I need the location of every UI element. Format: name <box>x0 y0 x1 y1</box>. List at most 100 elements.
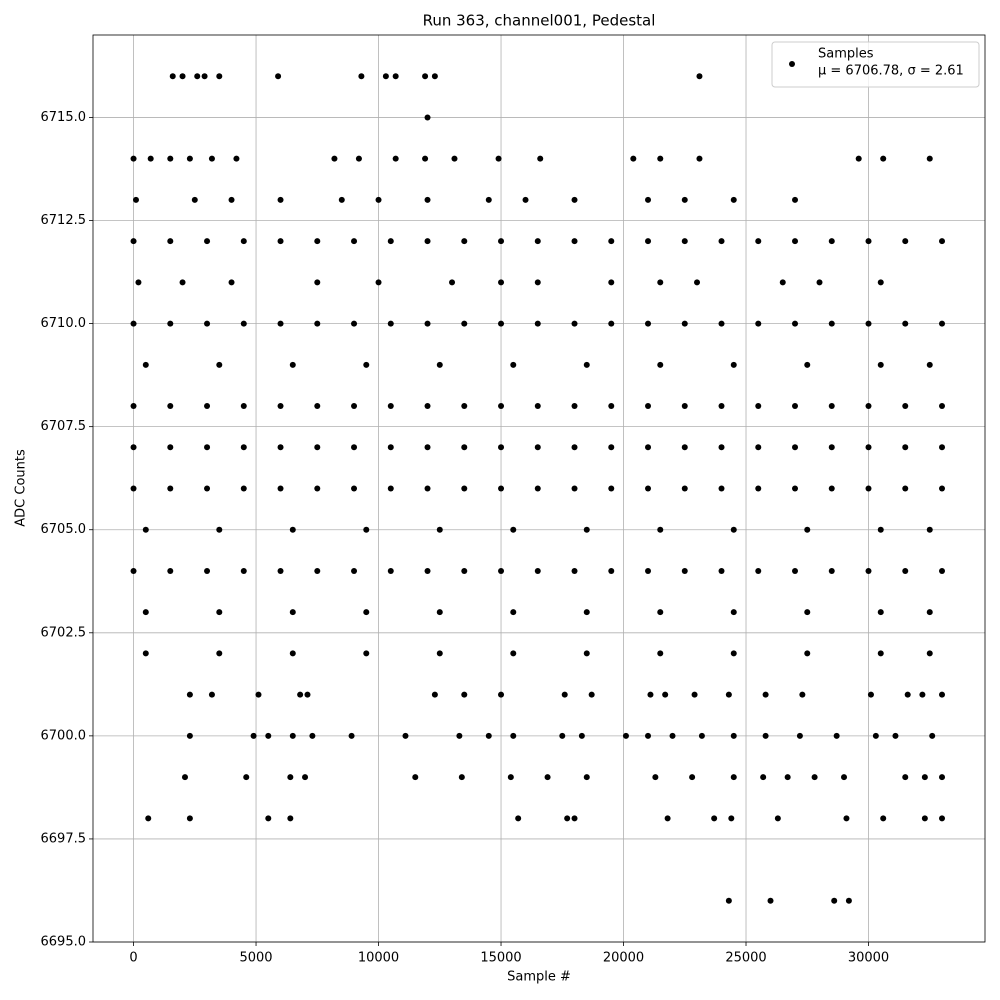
point <box>422 155 429 162</box>
point <box>204 238 211 245</box>
point <box>608 238 615 245</box>
point <box>228 196 235 203</box>
point <box>130 155 137 162</box>
point <box>725 897 732 904</box>
point <box>583 361 590 368</box>
point <box>571 444 578 451</box>
point <box>277 238 284 245</box>
point <box>204 567 211 574</box>
point <box>382 73 389 80</box>
point <box>240 567 247 574</box>
point <box>681 196 688 203</box>
x-tick-label: 30000 <box>848 951 889 966</box>
point <box>243 774 250 781</box>
y-tick-label: 6700.0 <box>41 728 87 743</box>
point <box>167 444 174 451</box>
point <box>784 774 791 781</box>
point <box>730 774 737 781</box>
point <box>880 155 887 162</box>
point <box>216 609 223 616</box>
point <box>240 485 247 492</box>
point <box>461 485 468 492</box>
point <box>828 320 835 327</box>
point <box>304 691 311 698</box>
point <box>351 403 358 410</box>
point <box>289 361 296 368</box>
point <box>142 609 149 616</box>
point <box>498 279 505 286</box>
point <box>142 526 149 533</box>
point <box>843 815 850 822</box>
point <box>939 403 946 410</box>
y-tick-label: 6697.5 <box>41 831 87 846</box>
plot-frame <box>92 34 986 943</box>
point <box>436 526 443 533</box>
point <box>314 444 321 451</box>
x-tick-label: 15000 <box>480 951 521 966</box>
point <box>451 155 458 162</box>
point <box>902 774 909 781</box>
point <box>867 691 874 698</box>
point <box>147 155 154 162</box>
point <box>608 567 615 574</box>
point <box>265 732 272 739</box>
point <box>287 774 294 781</box>
point <box>204 403 211 410</box>
point <box>534 567 541 574</box>
point <box>145 815 152 822</box>
point <box>392 73 399 80</box>
point <box>167 155 174 162</box>
point <box>424 196 431 203</box>
point <box>130 485 137 492</box>
point <box>755 320 762 327</box>
point <box>564 815 571 822</box>
point <box>845 897 852 904</box>
point <box>424 444 431 451</box>
point <box>461 403 468 410</box>
y-tick-label: 6707.5 <box>41 419 87 434</box>
point <box>240 238 247 245</box>
point <box>216 73 223 80</box>
point <box>718 238 725 245</box>
point <box>877 279 884 286</box>
point <box>289 609 296 616</box>
point <box>561 691 568 698</box>
point <box>208 691 215 698</box>
point <box>351 485 358 492</box>
point <box>534 320 541 327</box>
point <box>424 567 431 574</box>
point <box>355 155 362 162</box>
y-tick-label: 6702.5 <box>41 625 87 640</box>
point <box>902 320 909 327</box>
point <box>510 732 517 739</box>
point <box>169 73 176 80</box>
point <box>681 320 688 327</box>
point <box>201 73 208 80</box>
point <box>515 815 522 822</box>
point <box>921 815 928 822</box>
point <box>645 444 652 451</box>
point <box>314 485 321 492</box>
point <box>571 320 578 327</box>
point <box>167 238 174 245</box>
point <box>792 320 799 327</box>
point <box>186 155 193 162</box>
point <box>926 609 933 616</box>
point <box>571 196 578 203</box>
point <box>363 650 370 657</box>
point <box>792 238 799 245</box>
point <box>804 650 811 657</box>
point <box>718 444 725 451</box>
point <box>583 609 590 616</box>
point <box>792 485 799 492</box>
point <box>730 196 737 203</box>
point <box>767 897 774 904</box>
point <box>302 774 309 781</box>
point <box>289 732 296 739</box>
point <box>510 361 517 368</box>
point <box>204 444 211 451</box>
point <box>828 238 835 245</box>
legend: Samples μ = 6706.78, σ = 2.61 <box>771 41 980 88</box>
point <box>510 526 517 533</box>
point <box>167 485 174 492</box>
